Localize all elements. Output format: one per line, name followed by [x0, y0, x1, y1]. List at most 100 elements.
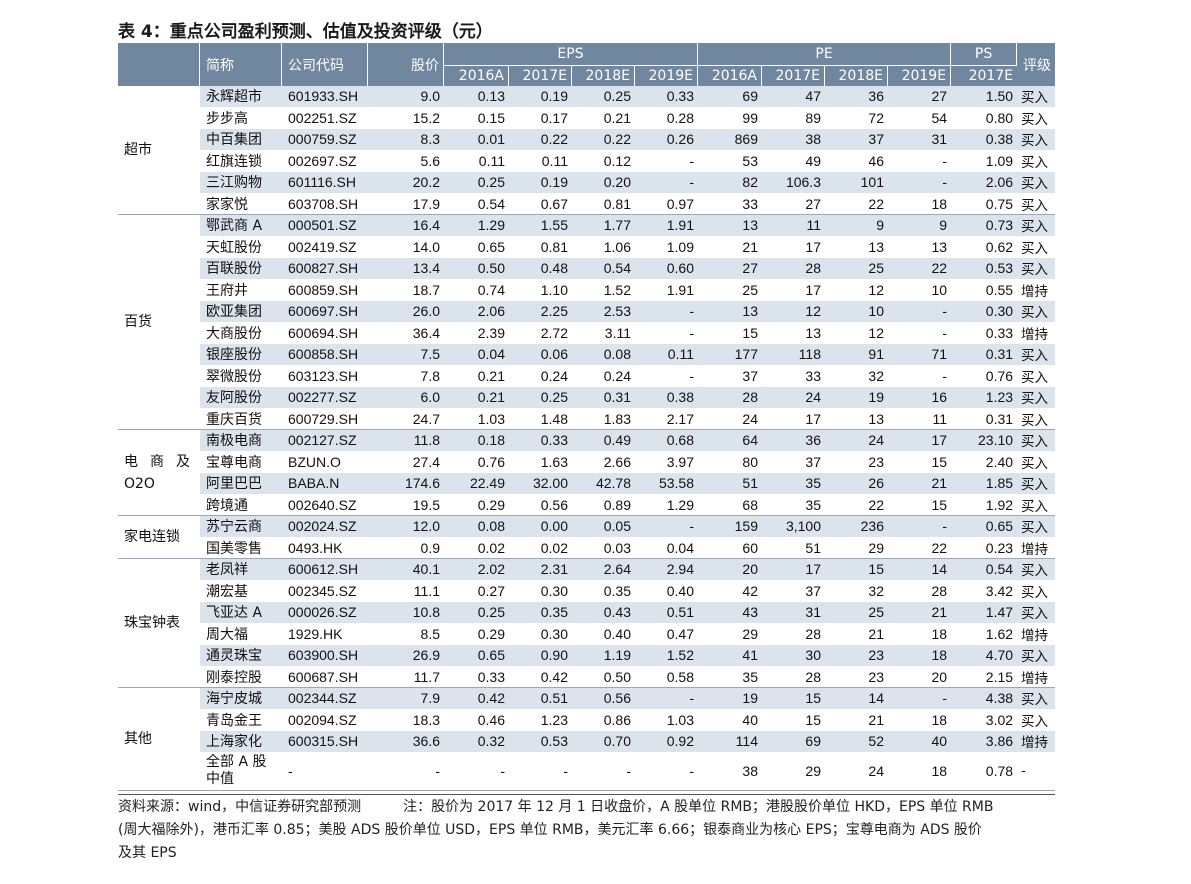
pe-cell: 118 [762, 344, 825, 366]
pe-cell: 15 [762, 710, 825, 731]
pe-cell: 30 [762, 645, 825, 667]
eps-cell: 1.23 [509, 710, 572, 731]
table-row: 宝尊电商 BZUN.O 27.4 0.76 1.63 2.66 3.97 80 37 23 15 2.… [118, 452, 1056, 473]
pe-cell: 3,100 [762, 516, 825, 538]
eps-cell: - [635, 301, 698, 323]
eps-cell: 0.21 [444, 366, 509, 387]
table-row: 百货 鄂武商 A 000501.SZ 16.4 1.29 1.55 1.77 1.91 13 11… [118, 215, 1056, 430]
pe-cell: - [888, 366, 952, 387]
table-row: 中百集团 000759.SZ 8.3 0.01 0.22 0.22 0.26 869 38 37 3… [118, 129, 1056, 151]
table-row: 欧亚集团 600697.SH 26.0 2.06 2.25 2.53-13 12 10-0.3… [118, 301, 1056, 323]
ps-cell: 1.62 [951, 624, 1018, 645]
pe-cell: 21 [825, 624, 888, 645]
eps-cell: 0.11 [635, 344, 698, 366]
eps-cell: - [635, 688, 698, 710]
source-note-line: 及其 EPS [118, 845, 177, 861]
company-code-cell: 601116.SH [282, 172, 368, 194]
table-row: 步步高 002251.SZ 15.2 0.15 0.17 0.21 0.28 99 89 72 54… [118, 108, 1056, 129]
rating-cell: 买入 [1017, 430, 1056, 452]
category-cell: 电 商 及 O2O [118, 430, 200, 516]
eps-cell: 0.40 [572, 624, 635, 645]
table-row: 翠微股份 603123.SH 7.8 0.21 0.24 0.24-37 33 32-0.76… [118, 366, 1056, 387]
company-name-cell: 潮宏基 [200, 581, 282, 602]
ps-cell: 3.02 [951, 710, 1018, 731]
pe-cell: 11 [888, 409, 952, 430]
eps-cell: 22.49 [444, 473, 509, 495]
rating-cell: 买入 [1017, 301, 1056, 323]
eps-cell: 0.40 [635, 581, 698, 602]
valuation-table-wrapper: 简称 公司代码 股价 EPS PE PS 评级 2016A 2017E 2018… [118, 43, 1056, 791]
eps-cell: 1.19 [572, 645, 635, 667]
price-cell: 7.5 [368, 344, 444, 366]
eps-cell: 2.94 [635, 559, 698, 581]
eps-cell: 0.54 [572, 258, 635, 280]
pe-cell: 42 [698, 581, 762, 602]
eps-cell: 1.09 [635, 237, 698, 258]
category-label: 电 商 及 O2O [124, 453, 190, 492]
pe-cell: 12 [825, 280, 888, 301]
eps-cell: 0.19 [509, 172, 572, 194]
price-cell: 174.6 [368, 473, 444, 495]
company-code-cell: 002344.SZ [282, 688, 368, 710]
eps-cell: 1.06 [572, 237, 635, 258]
pe-cell: 80 [698, 452, 762, 473]
ps-cell: 1.85 [951, 473, 1018, 495]
eps-cell: 0.58 [635, 667, 698, 688]
company-code-cell: BZUN.O [282, 452, 368, 473]
source-note: 资料来源：wind，中信证券研究部预测 注：股价为 2017 年 12 月 1 … [118, 796, 1068, 865]
eps-cell: - [635, 516, 698, 538]
rating-cell: 买入 [1017, 344, 1056, 366]
pe-cell: 25 [825, 258, 888, 280]
pe-cell: - [888, 301, 952, 323]
eps-cell: - [635, 151, 698, 172]
eps-cell: 2.66 [572, 452, 635, 473]
price-cell: 13.4 [368, 258, 444, 280]
pe-cell: 17 [762, 280, 825, 301]
pe-cell: 18 [888, 194, 952, 215]
price-cell: 36.6 [368, 731, 444, 753]
rating-cell: 买入 [1017, 86, 1056, 108]
company-code-cell: 002345.SZ [282, 581, 368, 602]
table-row: 珠宝钟表 老凤祥 600612.SH 40.1 2.02 2.31 2.64 2.94 20 17… [118, 559, 1056, 688]
table-row: 大商股份 600694.SH 36.4 2.39 2.72 3.11-15 13 12-0.3… [118, 323, 1056, 344]
category-cell: 其他 [118, 688, 200, 791]
price-cell: 11.1 [368, 581, 444, 602]
pe-cell: 37 [762, 581, 825, 602]
company-code-cell: 600694.SH [282, 323, 368, 344]
ps-cell: 0.78 [951, 753, 1018, 791]
eps-cell: 42.78 [572, 473, 635, 495]
table-row: 飞亚达 A 000026.SZ 10.8 0.25 0.35 0.43 0.51 43 31 25… [118, 602, 1056, 624]
table-row: 王府井 600859.SH 18.7 0.74 1.10 1.52 1.91 25 17 12 10… [118, 280, 1056, 301]
pe-cell: 17 [762, 559, 825, 581]
price-cell: - [368, 753, 444, 791]
eps-cell: - [635, 323, 698, 344]
eps-cell: 0.02 [444, 538, 509, 559]
pe-cell: 24 [825, 430, 888, 452]
eps-cell: 0.32 [444, 731, 509, 753]
company-name-cell: 宝尊电商 [200, 452, 282, 473]
price-cell: 16.4 [368, 215, 444, 237]
pe-cell: 15 [698, 323, 762, 344]
price-cell: 11.7 [368, 667, 444, 688]
pe-cell: 21 [825, 710, 888, 731]
ps-cell: 4.38 [951, 688, 1018, 710]
eps-cell: 1.77 [572, 215, 635, 237]
pe-cell: 24 [698, 409, 762, 430]
company-name-cell: 中百集团 [200, 129, 282, 151]
eps-cell: 0.25 [509, 387, 572, 409]
company-name-cell: 阿里巴巴 [200, 473, 282, 495]
table-row: 银座股份 600858.SH 7.5 0.04 0.06 0.08 0.11 177 118 91… [118, 344, 1056, 366]
eps-cell: 0.56 [572, 688, 635, 710]
eps-cell: 0.13 [444, 86, 509, 108]
pe-cell: 13 [825, 409, 888, 430]
pe-cell: 27 [698, 258, 762, 280]
rating-cell: 增持 [1017, 323, 1056, 344]
rating-cell: 买入 [1017, 366, 1056, 387]
pe-cell: 14 [888, 559, 952, 581]
company-name-cell: 天虹股份 [200, 237, 282, 258]
pe-cell: 19 [698, 688, 762, 710]
rating-cell: 买入 [1017, 688, 1056, 710]
rating-cell: 买入 [1017, 473, 1056, 495]
eps-cell: 2.53 [572, 301, 635, 323]
eps-cell: 0.54 [444, 194, 509, 215]
